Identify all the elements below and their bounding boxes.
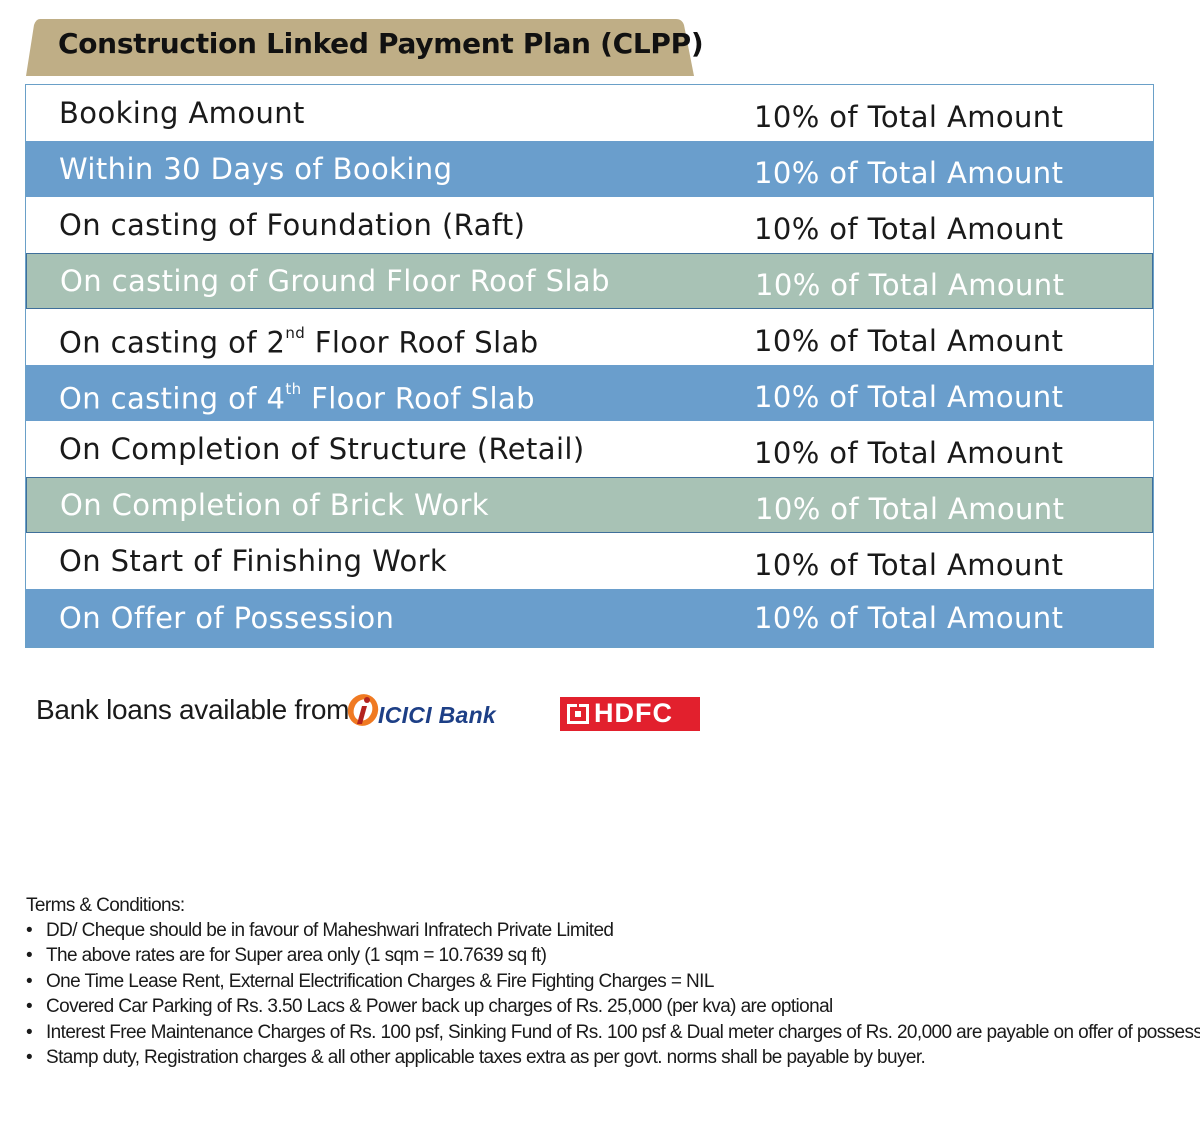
bullet: •	[26, 970, 33, 992]
stage-label-part: On casting of 4	[59, 381, 286, 416]
table-row: Booking Amount 10% of Total Amount	[26, 85, 1153, 141]
list-item: • Interest Free Maintenance Charges of Rs…	[26, 1020, 1200, 1045]
table-row: On casting of 4th Floor Roof Slab 10% of…	[26, 365, 1153, 421]
stage-label-part: Floor Roof Slab	[305, 325, 539, 360]
terms-list: • DD/ Cheque should be in favour of Mahes…	[26, 918, 1200, 1070]
stage-label: On casting of 4th Floor Roof Slab	[59, 365, 535, 427]
title-tab-shape	[26, 19, 694, 76]
table-row: On Start of Finishing Work 10% of Total …	[26, 533, 1153, 589]
amount-label: 10% of Total Amount	[755, 268, 1065, 302]
stage-label: On Completion of Structure (Retail)	[59, 432, 585, 466]
table-row: On casting of Ground Floor Roof Slab 10%…	[26, 253, 1153, 309]
terms-heading: Terms & Conditions:	[26, 895, 185, 916]
term-text: Stamp duty, Registration charges & all o…	[46, 1046, 926, 1068]
amount-label: 10% of Total Amount	[754, 436, 1064, 470]
amount-label: 10% of Total Amount	[755, 492, 1065, 526]
table-row: On casting of 2nd Floor Roof Slab 10% of…	[26, 309, 1153, 365]
stage-label: On casting of Foundation (Raft)	[59, 208, 526, 242]
term-text: Interest Free Maintenance Charges of Rs.…	[46, 1021, 1200, 1043]
table-row: Within 30 Days of Booking 10% of Total A…	[26, 141, 1153, 197]
hdfc-logo: HDFC	[560, 697, 700, 731]
amount-label: 10% of Total Amount	[754, 156, 1064, 190]
amount-label: 10% of Total Amount	[754, 212, 1064, 246]
stage-label-part: On casting of 2	[59, 325, 286, 360]
amount-label: 10% of Total Amount	[754, 324, 1064, 358]
list-item: • DD/ Cheque should be in favour of Mahes…	[26, 918, 1196, 943]
amount-label: 10% of Total Amount	[754, 601, 1064, 635]
plan-title-tab: Construction Linked Payment Plan (CLPP)	[26, 19, 704, 76]
table-row: On casting of Foundation (Raft) 10% of T…	[26, 197, 1153, 253]
terms-and-conditions: Terms & Conditions: • DD/ Cheque should b…	[26, 893, 1200, 1070]
list-item: • Stamp duty, Registration charges & all …	[26, 1045, 1196, 1070]
bullet: •	[26, 945, 33, 967]
amount-label: 10% of Total Amount	[754, 380, 1064, 414]
term-text: Covered Car Parking of Rs. 3.50 Lacs & P…	[46, 996, 833, 1018]
list-item: • The above rates are for Super area only…	[26, 943, 1196, 968]
table-row: On Offer of Possession 10% of Total Amou…	[26, 589, 1153, 647]
stage-label-part: Floor Roof Slab	[301, 381, 535, 416]
list-item: • One Time Lease Rent, External Electrifi…	[26, 969, 1196, 994]
list-item: • Covered Car Parking of Rs. 3.50 Lacs & …	[26, 994, 1196, 1019]
hdfc-name: HDFC	[594, 698, 673, 728]
ordinal-suffix: nd	[285, 324, 306, 342]
table-row: On Completion of Structure (Retail) 10% …	[26, 421, 1153, 477]
amount-label: 10% of Total Amount	[754, 548, 1064, 582]
hdfc-logo-mark-icon	[567, 704, 589, 724]
stage-label: On Start of Finishing Work	[59, 544, 448, 578]
amount-label: 10% of Total Amount	[754, 100, 1064, 134]
table-row: On Completion of Brick Work 10% of Total…	[26, 477, 1153, 533]
term-text: One Time Lease Rent, External Electrific…	[46, 970, 714, 992]
stage-label: On casting of 2nd Floor Roof Slab	[59, 309, 539, 371]
bullet: •	[26, 996, 33, 1018]
icici-bank-logo: ICICI Bank	[346, 690, 526, 734]
payment-plan-table: Booking Amount 10% of Total Amount Withi…	[25, 84, 1154, 648]
stage-label: Within 30 Days of Booking	[59, 152, 453, 186]
term-text: The above rates are for Super area only …	[46, 945, 547, 967]
stage-label: On Completion of Brick Work	[60, 488, 489, 522]
stage-label: On casting of Ground Floor Roof Slab	[60, 264, 610, 298]
bullet: •	[26, 920, 33, 941]
page-title: Construction Linked Payment Plan (CLPP)	[58, 27, 704, 60]
ordinal-suffix: th	[285, 380, 302, 398]
icici-bank-name: ICICI Bank	[378, 702, 497, 728]
bullet: •	[26, 1046, 33, 1068]
stage-label: Booking Amount	[59, 96, 305, 130]
stage-label: On Offer of Possession	[59, 601, 395, 635]
bullet: •	[26, 1021, 33, 1043]
bank-loans-label: Bank loans available from:	[36, 694, 357, 725]
term-text: DD/ Cheque should be in favour of Mahesh…	[46, 920, 614, 941]
icici-logo-mark-icon	[347, 694, 379, 726]
